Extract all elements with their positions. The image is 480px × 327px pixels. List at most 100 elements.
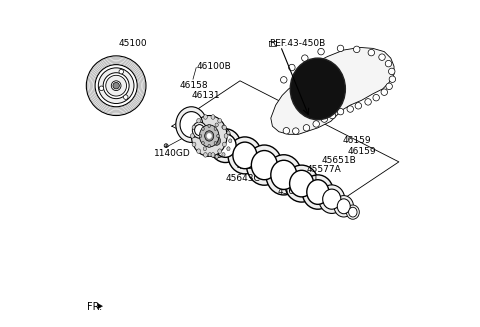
Ellipse shape: [353, 46, 360, 53]
Text: 45681: 45681: [290, 175, 319, 184]
Ellipse shape: [337, 108, 344, 115]
Ellipse shape: [204, 153, 207, 157]
Ellipse shape: [106, 75, 127, 96]
Text: 45577A: 45577A: [306, 165, 341, 175]
Ellipse shape: [203, 147, 206, 151]
Text: 46100B: 46100B: [196, 62, 231, 71]
Text: 45644: 45644: [277, 187, 306, 196]
Text: 46159: 46159: [348, 147, 376, 156]
Ellipse shape: [210, 129, 241, 163]
Ellipse shape: [86, 56, 146, 115]
Ellipse shape: [280, 77, 287, 83]
Ellipse shape: [208, 125, 212, 129]
Ellipse shape: [202, 127, 204, 130]
Ellipse shape: [334, 196, 353, 217]
Ellipse shape: [113, 82, 120, 89]
Text: FR.: FR.: [87, 302, 102, 312]
Ellipse shape: [214, 127, 216, 130]
Ellipse shape: [289, 170, 313, 197]
Ellipse shape: [329, 112, 336, 119]
Ellipse shape: [204, 131, 214, 141]
Ellipse shape: [302, 175, 334, 209]
Text: 45643C: 45643C: [226, 174, 260, 182]
Ellipse shape: [303, 125, 310, 131]
Ellipse shape: [318, 48, 324, 55]
Ellipse shape: [228, 137, 262, 174]
Text: 46158: 46158: [180, 81, 209, 90]
Ellipse shape: [389, 76, 396, 82]
Ellipse shape: [222, 125, 227, 130]
Polygon shape: [271, 47, 394, 134]
Ellipse shape: [365, 99, 372, 105]
Ellipse shape: [313, 121, 319, 127]
Ellipse shape: [252, 150, 277, 180]
Ellipse shape: [222, 125, 225, 129]
Ellipse shape: [337, 199, 350, 214]
Ellipse shape: [164, 144, 168, 147]
Ellipse shape: [385, 60, 392, 67]
Ellipse shape: [222, 153, 225, 157]
Ellipse shape: [271, 160, 297, 189]
Ellipse shape: [224, 134, 228, 138]
Ellipse shape: [208, 124, 211, 128]
Ellipse shape: [319, 185, 345, 214]
Ellipse shape: [381, 89, 387, 95]
Ellipse shape: [103, 73, 129, 99]
Ellipse shape: [176, 107, 207, 143]
Ellipse shape: [202, 141, 204, 145]
Text: 46131: 46131: [192, 91, 220, 100]
Ellipse shape: [203, 131, 206, 135]
Polygon shape: [98, 303, 103, 309]
Ellipse shape: [266, 155, 301, 195]
Ellipse shape: [202, 124, 231, 158]
Ellipse shape: [347, 106, 353, 112]
Ellipse shape: [307, 180, 329, 204]
Ellipse shape: [388, 68, 395, 75]
Ellipse shape: [373, 95, 379, 101]
Ellipse shape: [213, 136, 220, 145]
Ellipse shape: [386, 83, 392, 90]
Ellipse shape: [197, 118, 201, 123]
Ellipse shape: [199, 134, 202, 138]
Ellipse shape: [111, 81, 121, 91]
Ellipse shape: [355, 103, 361, 109]
Ellipse shape: [288, 64, 295, 71]
Text: 45100: 45100: [119, 39, 147, 48]
Ellipse shape: [123, 95, 128, 99]
Ellipse shape: [218, 118, 222, 123]
Ellipse shape: [290, 58, 346, 120]
Ellipse shape: [200, 125, 219, 147]
Ellipse shape: [247, 145, 282, 185]
Ellipse shape: [180, 112, 203, 138]
Ellipse shape: [337, 45, 344, 52]
Ellipse shape: [98, 68, 134, 104]
Ellipse shape: [204, 115, 207, 119]
Ellipse shape: [95, 65, 137, 107]
Ellipse shape: [192, 142, 196, 146]
Ellipse shape: [194, 125, 204, 136]
Ellipse shape: [347, 205, 360, 219]
Ellipse shape: [211, 115, 215, 119]
Ellipse shape: [215, 123, 218, 127]
Ellipse shape: [301, 55, 308, 61]
Ellipse shape: [222, 142, 227, 146]
Ellipse shape: [321, 116, 327, 122]
Ellipse shape: [228, 139, 232, 143]
Ellipse shape: [379, 54, 385, 60]
Ellipse shape: [368, 49, 374, 56]
Ellipse shape: [192, 125, 196, 130]
Text: 45651B: 45651B: [322, 156, 357, 165]
Ellipse shape: [119, 69, 123, 74]
Ellipse shape: [216, 134, 219, 138]
Ellipse shape: [227, 147, 230, 151]
Ellipse shape: [285, 165, 318, 202]
Ellipse shape: [227, 131, 230, 135]
Ellipse shape: [192, 115, 227, 156]
Ellipse shape: [191, 134, 194, 138]
Ellipse shape: [192, 122, 206, 138]
Ellipse shape: [211, 153, 215, 157]
Ellipse shape: [99, 86, 104, 91]
Ellipse shape: [348, 207, 357, 217]
Ellipse shape: [208, 145, 211, 147]
Ellipse shape: [283, 128, 289, 134]
